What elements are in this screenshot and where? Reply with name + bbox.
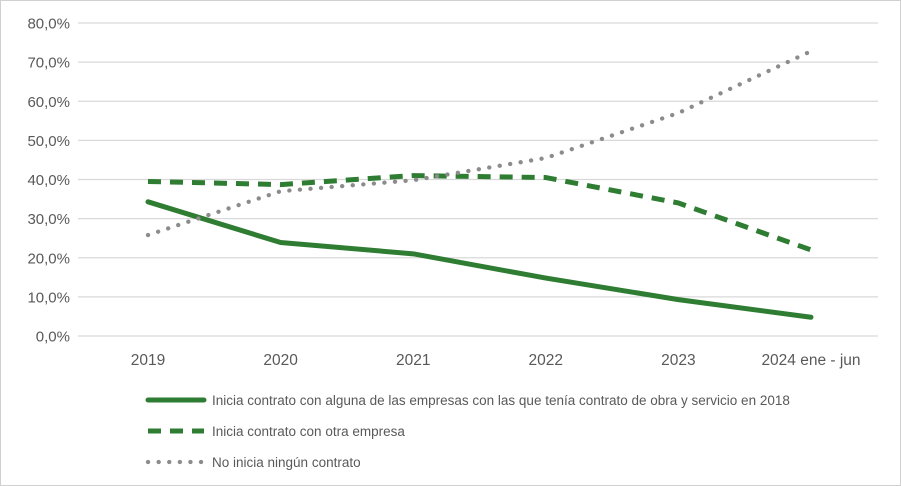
x-tick-label: 2024 ene - jun (761, 352, 860, 369)
gridlines (78, 22, 878, 337)
series-line-dotted (145, 49, 814, 238)
series-line-dashed (147, 173, 812, 253)
y-tick-label: 60,0% (27, 94, 70, 111)
y-tick-label: 0,0% (36, 329, 70, 346)
series-line-solid (145, 199, 814, 320)
y-tick-label: 30,0% (27, 211, 70, 228)
legend-label: No inicia ningún contrato (212, 455, 361, 470)
legend-item: Inicia contrato con otra empresa (148, 424, 405, 439)
x-tick-label: 2019 (131, 352, 165, 369)
legend: Inicia contrato con alguna de las empres… (145, 393, 790, 470)
y-tick-label: 40,0% (27, 172, 70, 189)
y-tick-label: 10,0% (27, 289, 70, 306)
y-tick-label: 80,0% (27, 16, 70, 33)
x-tick-label: 2022 (529, 352, 563, 369)
x-tick-label: 2021 (396, 352, 430, 369)
legend-label: Inicia contrato con otra empresa (212, 424, 405, 439)
x-tick-label: 2023 (661, 352, 695, 369)
y-axis-tick-labels: 0,0% 10,0% 20,0% 30,0% 40,0% 50,0% 60,0% 70,0% 8… (27, 16, 70, 346)
legend-label: Inicia contrato con alguna de las empres… (212, 393, 790, 408)
x-tick-label: 2020 (263, 352, 298, 369)
y-tick-label: 70,0% (27, 55, 70, 72)
x-axis-tick-labels: 2019 2020 2021 2022 2023 2024 ene - jun (131, 352, 861, 369)
y-tick-label: 50,0% (27, 133, 70, 150)
legend-item: Inicia contrato con alguna de las empres… (145, 393, 790, 408)
legend-item: No inicia ningún contrato (145, 455, 361, 470)
y-tick-label: 20,0% (27, 250, 70, 267)
